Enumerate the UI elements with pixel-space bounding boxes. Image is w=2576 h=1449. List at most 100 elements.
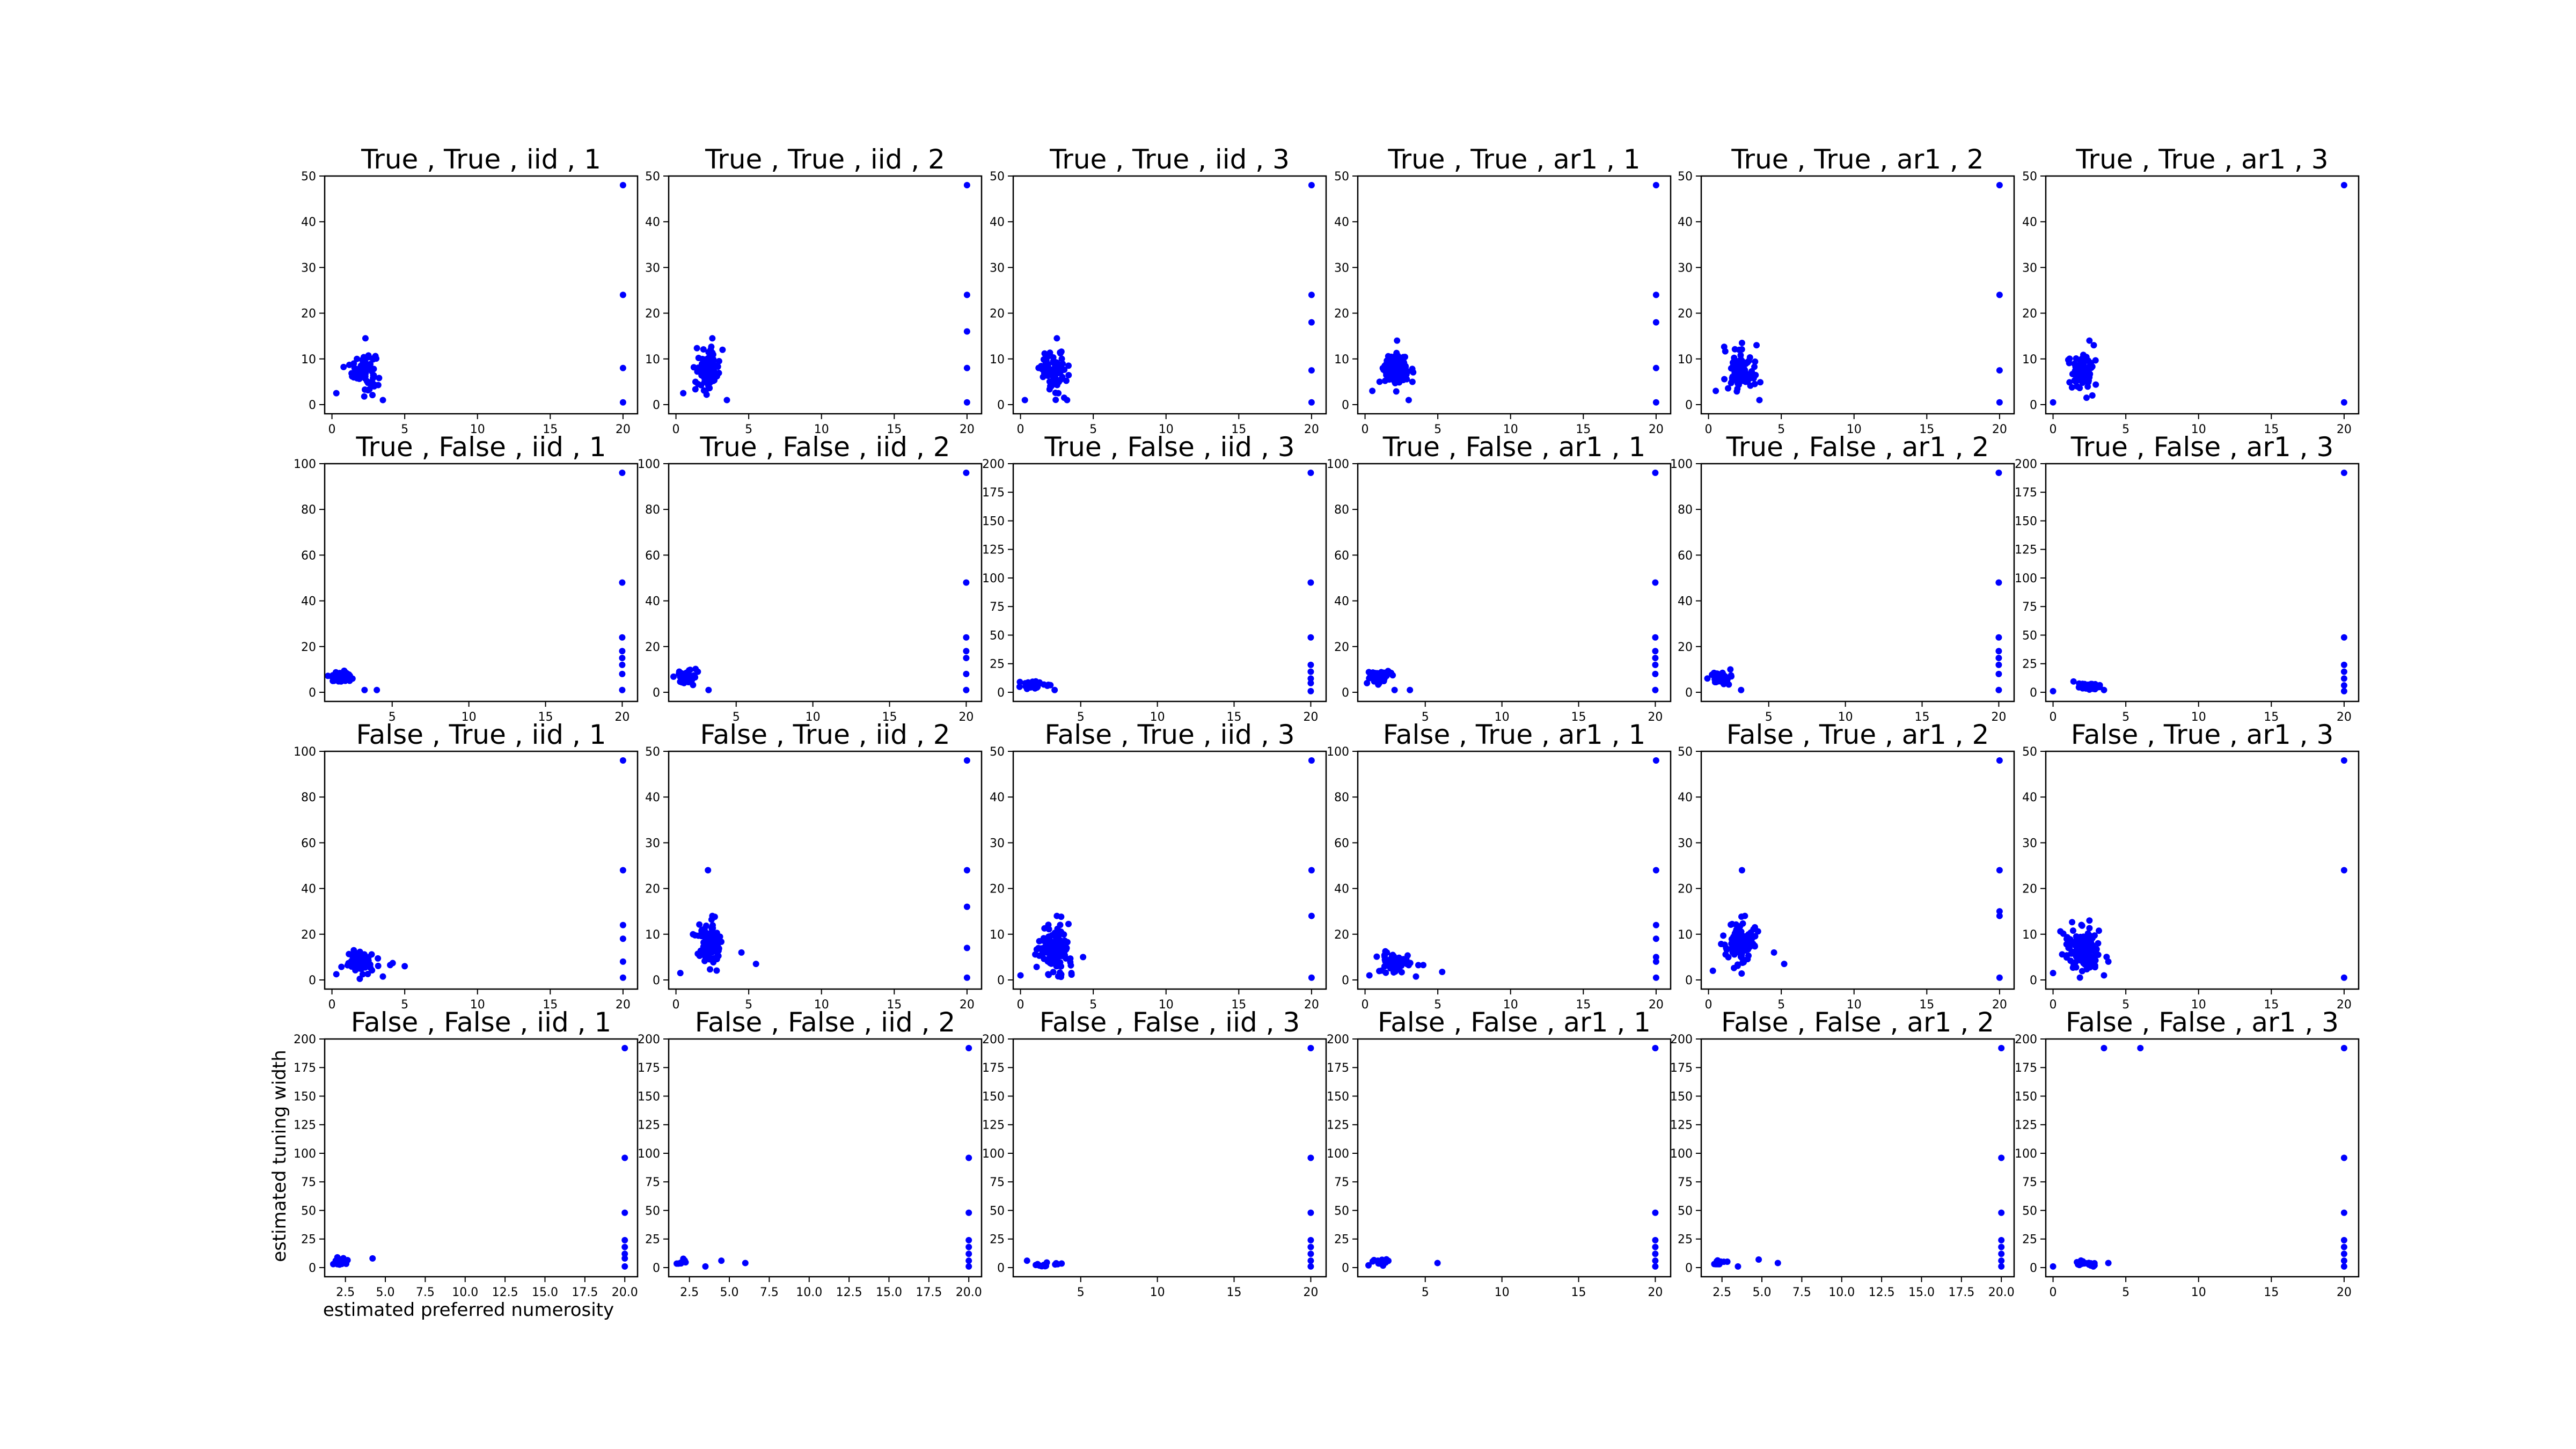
x-tick-label: 20 [2337,711,2352,724]
data-point [1731,367,1738,374]
data-point [1057,367,1064,374]
panel-title: True , True , ar1 , 1 [1387,144,1640,175]
data-point [1308,367,1315,374]
data-point [2091,964,2098,971]
data-point [1434,1260,1441,1267]
data-point [1996,867,2003,874]
data-point [356,948,363,955]
data-point [1053,912,1060,919]
x-tick-label: 10 [814,423,829,436]
data-point [1068,970,1075,977]
scatter-panel: True , True , ar1 , 3 0 5 10 15 20 0 10 20 30 40 50 [2022,144,2360,436]
y-tick-label: 50 [645,745,660,759]
x-tick-label: 15.0 [532,1286,558,1299]
data-point [1383,1257,1390,1264]
y-tick-label: 75 [990,1176,1005,1189]
data-point [1050,374,1057,381]
data-point [2080,941,2087,948]
x-tick-label: 0 [1362,998,1369,1012]
data-point [1652,1243,1659,1250]
data-point [2050,1263,2057,1270]
y-tick-label: 25 [645,1233,660,1247]
y-tick-label: 80 [301,503,316,517]
y-tick-label: 150 [982,1090,1005,1103]
data-point [2063,934,2070,941]
panel-title: True , False , ar1 , 2 [1726,431,1989,463]
scatter-panel: True , True , ar1 , 1 0 5 10 15 20 0 10 20 30 40 50 [1334,144,1672,436]
y-tick-label: 20 [2022,883,2037,896]
x-tick-label: 10 [1503,998,1518,1012]
data-point [707,939,714,946]
data-point [359,971,366,978]
data-point [1731,346,1738,353]
data-point [1407,686,1414,693]
data-point [2068,384,2075,391]
data-point [1055,390,1062,397]
x-tick-label: 10 [1503,423,1518,436]
y-tick-label: 60 [1334,549,1349,562]
data-point [2066,360,2073,367]
data-point [1036,952,1043,959]
data-point [676,1260,683,1267]
data-point [2340,974,2347,981]
y-tick-label: 0 [653,686,660,700]
y-tick-label: 0 [309,399,316,412]
data-point [1995,579,2002,586]
panel-title: True , True , iid , 2 [705,144,945,175]
x-tick-label: 15 [1231,423,1246,436]
y-tick-label: 0 [309,1262,316,1275]
y-tick-label: 30 [645,837,660,850]
data-point [1704,675,1711,682]
data-point [2340,668,2347,675]
y-tick-label: 150 [2015,1090,2037,1103]
y-tick-label: 100 [1327,458,1349,471]
data-point [1732,921,1739,928]
data-point [374,686,380,693]
y-tick-label: 20 [645,308,660,321]
data-point [349,959,356,966]
data-point [707,368,714,375]
data-point [1307,1257,1314,1264]
data-point [369,392,376,399]
data-point [1051,380,1058,387]
data-point [1652,1250,1659,1257]
y-tick-label: 150 [2015,515,2037,528]
data-point [349,373,356,380]
y-tick-label: 50 [2022,1204,2037,1218]
data-point [356,975,363,982]
data-point [1051,930,1058,936]
data-point [1996,291,2003,298]
data-point [1420,962,1427,969]
data-point [719,346,726,353]
panel-title: True , True , iid , 3 [1049,144,1290,175]
data-point [1380,676,1387,683]
data-point [619,935,626,942]
data-point [621,1154,628,1161]
data-point [350,360,357,367]
x-tick-label: 0 [2050,1286,2057,1299]
data-point [963,945,970,952]
data-point [1384,958,1391,965]
panel-title: True , True , ar1 , 2 [1731,144,1984,175]
data-point [347,672,354,679]
data-point [1307,579,1314,586]
data-point [1391,958,1397,965]
data-point [2340,682,2347,689]
y-tick-label: 30 [1334,261,1349,275]
plot-frame [2045,175,2360,415]
data-point [677,970,684,977]
y-tick-label: 175 [1327,1062,1349,1075]
data-point [965,1257,972,1264]
data-point [1998,1236,2005,1243]
data-point [2072,941,2079,948]
y-tick-label: 50 [1678,745,1693,759]
panel-title: False , False , ar1 , 3 [2066,1007,2339,1038]
data-point [708,925,715,932]
plot-frame [324,1038,639,1278]
data-point [619,399,626,406]
data-point [1067,955,1074,962]
y-tick-label: 40 [990,216,1005,229]
x-tick-label: 2.5 [680,1286,699,1299]
data-point [1391,686,1398,693]
